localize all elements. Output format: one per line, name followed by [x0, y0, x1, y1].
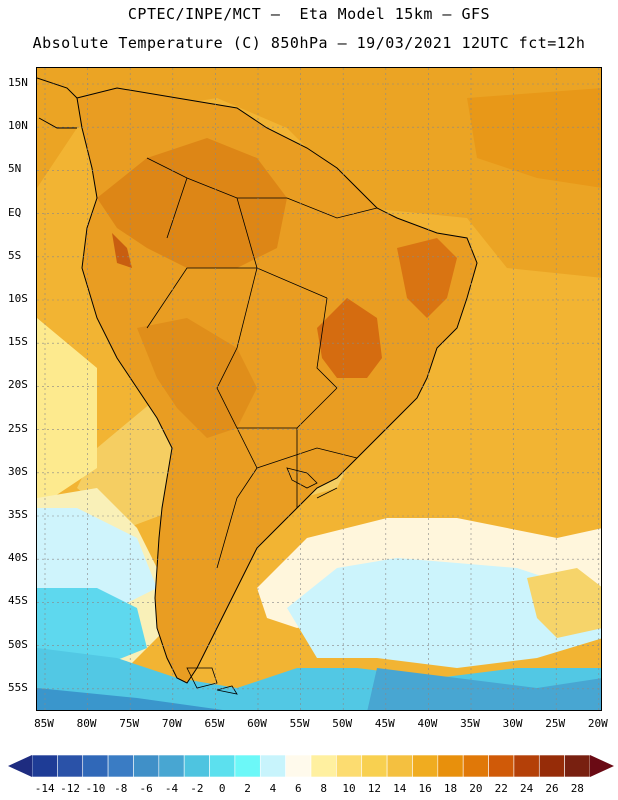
peru-hot-spot — [112, 233, 132, 268]
colorbar-cell — [361, 754, 388, 778]
colorbar-label: 22 — [494, 782, 508, 795]
longitude-label: 30W — [502, 717, 523, 730]
longitude-label: 50W — [332, 717, 353, 730]
colorbar-label: 16 — [418, 782, 432, 795]
pacific-pale-blue — [37, 508, 157, 608]
colorbar-cell — [259, 754, 286, 778]
colorbar-label: 26 — [545, 782, 559, 795]
atlantic-pale-blue-band — [287, 558, 601, 668]
longitude-label: 40W — [417, 717, 438, 730]
colorbar-label: 8 — [320, 782, 327, 795]
longitude-label: 55W — [289, 717, 310, 730]
colorbar-cell — [412, 754, 439, 778]
colorbar-label: -4 — [164, 782, 179, 795]
colorbar-cell — [437, 754, 464, 778]
colorbar-cell — [209, 754, 236, 778]
colorbar-cell — [285, 754, 312, 778]
colorbar-label: 2 — [244, 782, 251, 795]
colorbar-label: 10 — [342, 782, 356, 795]
map-gridlines — [37, 68, 601, 710]
colorbar-min-arrow — [8, 755, 32, 777]
map-panel — [36, 67, 602, 711]
uruguay-outline — [286, 467, 318, 489]
latitude-label: 20S — [8, 378, 28, 392]
pacific-cyan-band — [37, 588, 147, 668]
colorbar-cell — [82, 754, 109, 778]
colorbar-label: 24 — [519, 782, 534, 795]
longitude-label: 65W — [204, 717, 225, 730]
latitude-label: 55S — [8, 680, 28, 694]
amazon-hot-region — [97, 138, 287, 268]
latitude-label: EQ — [8, 205, 22, 219]
country-borders — [146, 157, 378, 569]
far-south-blue-east — [367, 668, 601, 710]
map-title-line2: Absolute Temperature (C) 850hPa – 19/03/… — [32, 34, 586, 52]
colorbar-label: 4 — [269, 782, 277, 795]
latitude-label: 5N — [8, 162, 22, 176]
colorbar-label: -12 — [60, 782, 80, 795]
latitude-label: 45S — [8, 594, 28, 608]
latitude-label: 5S — [8, 248, 22, 262]
longitude-label: 70W — [161, 717, 182, 730]
colorbar-cell — [462, 754, 489, 778]
temperature-map — [37, 68, 601, 710]
latitude-label: 50S — [8, 637, 28, 651]
longitude-label: 25W — [545, 717, 566, 730]
colorbar-cell — [107, 754, 134, 778]
longitude-label: 85W — [34, 717, 54, 730]
latitude-label: 15N — [8, 76, 28, 89]
latitude-label: 35S — [8, 508, 28, 521]
latitude-label: 10N — [8, 119, 28, 133]
colorbar-cell — [158, 754, 185, 778]
map-title-line1: CPTEC/INPE/MCT – Eta Model 15km – GFS — [127, 5, 491, 23]
colorbar-cell — [31, 754, 58, 778]
longitude-label: 45W — [374, 717, 395, 730]
latitude-label: 30S — [8, 464, 28, 478]
latitude-label: 15S — [8, 335, 28, 349]
colorbar-cell — [386, 754, 413, 778]
colorbar-label: 0 — [218, 782, 226, 795]
colorbar-cell — [336, 754, 363, 778]
longitude-label: 80W — [76, 717, 97, 730]
colorbar-label: 14 — [393, 782, 407, 795]
colorbar-cell — [57, 754, 84, 778]
colorbar-label: -10 — [85, 782, 106, 795]
colorbar-label: 6 — [295, 782, 302, 795]
colorbar-cell — [564, 754, 591, 778]
central-brazil-hot — [317, 298, 382, 378]
colorbar-cell — [183, 754, 210, 778]
colorbar-label: -2 — [190, 782, 204, 795]
northern-warm-band — [37, 68, 601, 278]
colorbar-cell — [310, 754, 337, 778]
colorbar-cell — [513, 754, 540, 778]
colorbar-cell — [488, 754, 515, 778]
colorbar-label: -14 — [34, 782, 55, 795]
latitude-label: 25S — [8, 421, 28, 435]
northeast-brazil-hot — [397, 238, 457, 318]
pacific-yellow-band — [37, 318, 97, 508]
latitude-label: 10S — [8, 292, 28, 305]
colorbar-label: 12 — [367, 782, 382, 795]
longitude-label: 75W — [119, 717, 140, 730]
longitude-label: 20W — [587, 717, 608, 730]
latitude-label: 40S — [8, 551, 28, 565]
far-south-blue — [37, 688, 223, 710]
colorbar-label: 28 — [570, 782, 584, 795]
colorbar-label: 20 — [469, 782, 483, 795]
colorbar-cell — [234, 754, 261, 778]
central-america-coast — [37, 77, 78, 129]
atlantic-yellow-patch — [527, 568, 601, 638]
tierra-del-fuego-outline — [186, 667, 238, 695]
colorbar-label: -8 — [114, 782, 128, 795]
longitude-label: 60W — [247, 717, 267, 730]
ne-ocean-warm-patch — [467, 88, 601, 188]
longitude-label: 35W — [460, 717, 480, 730]
colorbar-cell — [133, 754, 160, 778]
colorbar-label: -6 — [139, 782, 153, 795]
colorbar-max-arrow — [590, 755, 614, 777]
colorbar-label: 18 — [443, 782, 458, 795]
colorbar-cell — [538, 754, 565, 778]
